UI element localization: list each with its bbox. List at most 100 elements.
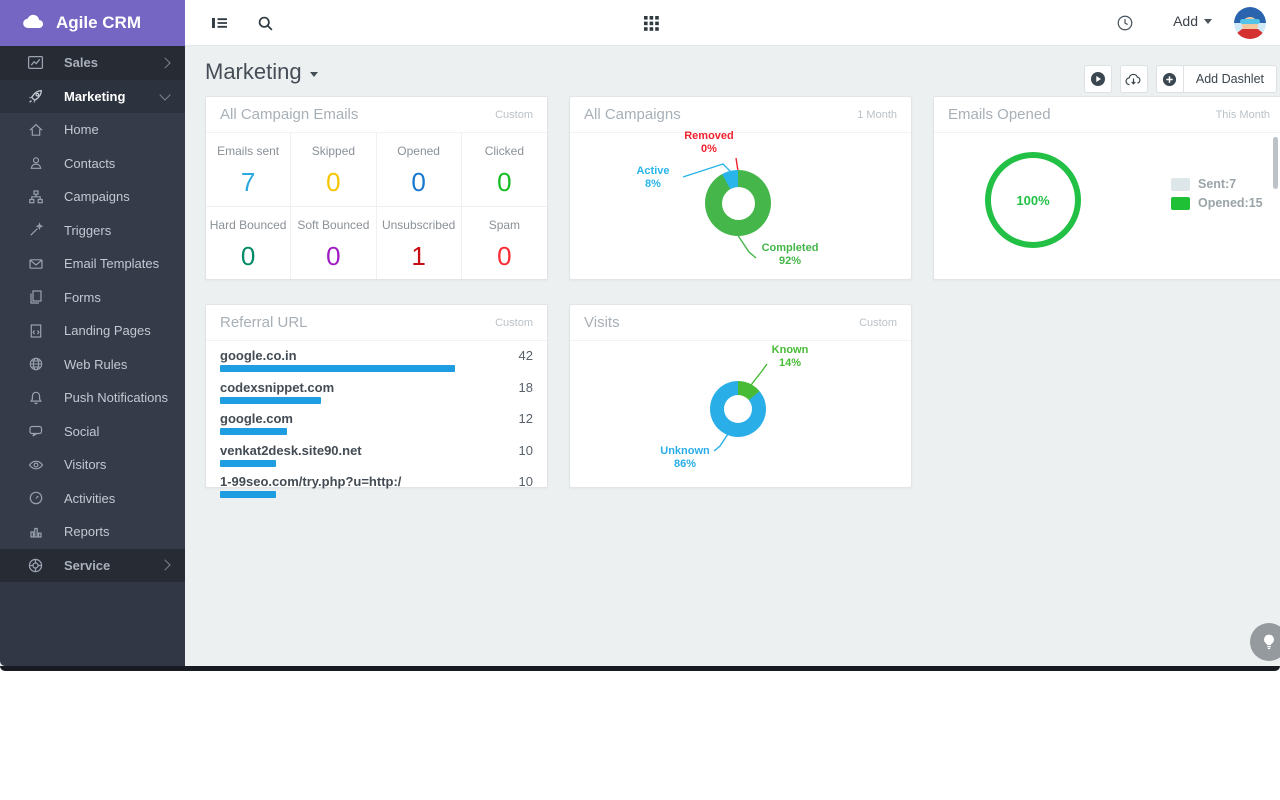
sidebar-marketing-submenu: Home Contacts Campaigns Triggers Email T… xyxy=(0,113,185,549)
slice-label-removed: Removed 0% xyxy=(684,130,734,155)
dashlet-period-badge[interactable]: Custom xyxy=(859,316,897,329)
referral-bar xyxy=(220,428,287,435)
person-icon xyxy=(27,155,44,172)
sidebar-item-service[interactable]: Service xyxy=(0,548,185,582)
stat-clicked: Clicked 0 xyxy=(484,144,525,197)
slice-label-unknown: Unknown 86% xyxy=(660,445,710,470)
page-title: Marketing xyxy=(205,59,302,84)
sidebar-item-label: Marketing xyxy=(64,88,126,104)
sidebar: Agile CRM Sales Marketing Home Contacts xyxy=(0,0,185,666)
envelope-icon xyxy=(27,255,44,272)
caret-down-icon xyxy=(1204,18,1212,24)
gauge-icon xyxy=(27,490,44,507)
stat-opened: Opened 0 xyxy=(377,133,462,206)
referral-bar xyxy=(220,365,455,372)
referral-bar xyxy=(220,396,321,404)
page-code-icon xyxy=(27,322,44,339)
sidebar-item-label: Service xyxy=(64,557,111,573)
campaigns-donut-chart[interactable] xyxy=(705,170,771,236)
leader-lines xyxy=(682,157,757,259)
app-logo[interactable]: Agile CRM xyxy=(0,0,185,46)
dashlet-title: Visits xyxy=(584,314,620,331)
apps-grid-icon[interactable] xyxy=(641,13,661,33)
legend-swatch xyxy=(1171,196,1190,210)
sidebar-item-marketing[interactable]: Marketing xyxy=(0,79,185,113)
referral-list: google.co.in 42 codexsnippet.com 18 goog… xyxy=(206,341,547,498)
app-logo-text: Agile CRM xyxy=(56,13,141,32)
cloud-logo-icon xyxy=(22,13,44,34)
dashlet-visits: Visits Custom Known 14% Unknown 86% xyxy=(569,304,912,488)
stat-spam: Spam 0 xyxy=(461,205,547,280)
sidebar-item-activities[interactable]: Activities xyxy=(0,482,185,516)
campaign-email-stats: Emails sent 7 Skipped 0 Opened 0 Clicked… xyxy=(206,133,547,279)
stat-unsubscribed: Unsubscribed 1 xyxy=(376,205,462,279)
sidebar-item-triggers[interactable]: Triggers xyxy=(0,214,185,248)
emails-opened-ring-chart[interactable]: 100% xyxy=(985,152,1081,248)
dashlet-scrollbar[interactable] xyxy=(1273,137,1278,189)
chart-legend: Sent:7 Opened:15 xyxy=(1171,177,1263,215)
sidebar-item-sales[interactable]: Sales xyxy=(0,46,185,80)
visits-donut-chart[interactable] xyxy=(710,381,766,437)
sidebar-item-reports[interactable]: Reports xyxy=(0,515,185,549)
add-dashlet-plus-button[interactable] xyxy=(1155,65,1184,93)
stat-soft-bounced: Soft Bounced 0 xyxy=(291,205,377,279)
dashlet-period-badge[interactable]: This Month xyxy=(1215,108,1270,121)
copy-icon xyxy=(27,289,44,306)
home-icon xyxy=(27,121,44,138)
sidebar-item-contacts[interactable]: Contacts xyxy=(0,147,185,181)
wand-icon xyxy=(27,222,44,239)
dashlet-period-badge[interactable]: 1 Month xyxy=(857,108,897,121)
referral-row: google.com 12 xyxy=(220,411,533,435)
dashlet-period-badge[interactable]: Custom xyxy=(495,316,533,329)
dashlet-title: All Campaigns xyxy=(584,106,681,123)
menu-icon[interactable] xyxy=(210,13,230,33)
ring-percentage: 100% xyxy=(1016,192,1050,208)
search-icon[interactable] xyxy=(255,13,275,33)
clock-icon[interactable] xyxy=(1115,13,1135,33)
sidebar-item-visitors[interactable]: Visitors xyxy=(0,448,185,482)
user-avatar[interactable] xyxy=(1234,7,1266,39)
referral-row: codexsnippet.com 18 xyxy=(220,380,533,404)
legend-item-sent: Sent:7 xyxy=(1171,177,1263,191)
chevron-right-icon xyxy=(159,559,171,571)
sales-chart-icon xyxy=(27,54,44,71)
bar-chart-icon xyxy=(27,523,44,540)
add-dashlet-button[interactable]: Add Dashlet xyxy=(1183,65,1277,93)
topbar: Add xyxy=(185,0,1280,46)
chevron-down-icon xyxy=(159,89,171,101)
cloud-download-button[interactable] xyxy=(1119,65,1148,93)
sidebar-item-forms[interactable]: Forms xyxy=(0,281,185,315)
sidebar-item-push-notifications[interactable]: Push Notifications xyxy=(0,381,185,415)
dashlet-period-badge[interactable]: Custom xyxy=(495,108,533,121)
referral-row: 1-99seo.com/try.php?u=http:/ 10 xyxy=(220,474,533,498)
add-dropdown[interactable]: Add xyxy=(1173,13,1212,29)
help-lightbulb-button[interactable] xyxy=(1250,623,1280,661)
caret-down-icon xyxy=(309,71,318,77)
chat-bubble-icon xyxy=(27,423,44,440)
sidebar-item-web-rules[interactable]: Web Rules xyxy=(0,348,185,382)
sidebar-item-landing-pages[interactable]: Landing Pages xyxy=(0,314,185,348)
dashlet-all-campaigns: All Campaigns 1 Month Removed 0% Active … xyxy=(569,96,912,280)
chevron-right-icon xyxy=(159,57,171,69)
add-dropdown-label: Add xyxy=(1173,13,1198,29)
sitemap-icon xyxy=(27,188,44,205)
sidebar-item-social[interactable]: Social xyxy=(0,415,185,449)
sidebar-item-home[interactable]: Home xyxy=(0,113,185,147)
dashlet-all-campaign-emails: All Campaign Emails Custom Emails sent 7… xyxy=(205,96,548,280)
legend-swatch xyxy=(1171,177,1190,191)
referral-row: venkat2desk.site90.net 10 xyxy=(220,443,533,467)
app-window: Agile CRM Sales Marketing Home Contacts xyxy=(0,0,1280,666)
stat-emails-sent: Emails sent 7 xyxy=(206,133,292,206)
play-tour-button[interactable] xyxy=(1083,65,1112,93)
main-area: Add Marketing xyxy=(185,0,1280,666)
bell-icon xyxy=(27,389,44,406)
referral-bar xyxy=(220,491,276,498)
globe-icon xyxy=(27,356,44,373)
rocket-icon xyxy=(27,88,44,105)
sidebar-item-email-templates[interactable]: Email Templates xyxy=(0,247,185,281)
dashboard-title-dropdown[interactable]: Marketing xyxy=(205,59,318,85)
slice-label-completed: Completed 92% xyxy=(761,242,819,267)
dashlet-title: Referral URL xyxy=(220,314,308,331)
referral-row: google.co.in 42 xyxy=(220,348,533,372)
sidebar-item-campaigns[interactable]: Campaigns xyxy=(0,180,185,214)
